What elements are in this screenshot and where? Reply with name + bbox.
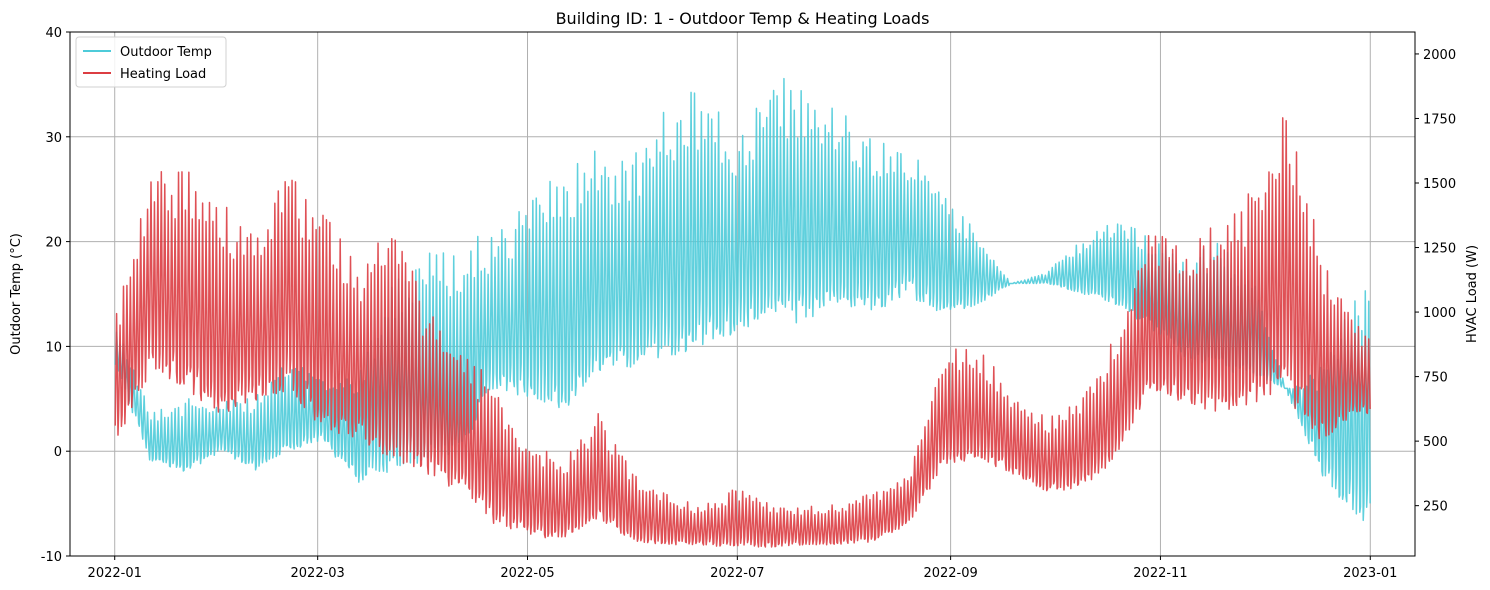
chart-title: Building ID: 1 - Outdoor Temp & Heating … <box>556 9 930 28</box>
y-left-tick-label: 20 <box>45 236 62 251</box>
y-right-tick-label: 1500 <box>1423 177 1456 192</box>
x-tick-label: 2022-01 <box>88 566 142 581</box>
x-tick-label: 2022-11 <box>1133 566 1187 581</box>
plot-frame <box>69 31 1416 557</box>
y-right-tick-label: 750 <box>1423 371 1448 386</box>
y-right-tick-label: 1250 <box>1423 242 1456 257</box>
y-axis-right-label: HVAC Load (W) <box>1465 245 1480 343</box>
y-left-tick-label: 40 <box>45 26 62 41</box>
legend-label: Heating Load <box>120 67 206 82</box>
legend: Outdoor Temp Heating Load <box>75 36 227 88</box>
legend-label: Outdoor Temp <box>120 45 212 60</box>
x-tick-label: 2022-05 <box>500 566 554 581</box>
y-right-tick-label: 1000 <box>1423 306 1456 321</box>
y-left-tick-label: -10 <box>41 550 62 565</box>
y-right-tick-label: 250 <box>1423 500 1448 515</box>
y-right-tick-label: 1750 <box>1423 112 1456 127</box>
legend-box <box>75 36 227 88</box>
axis-ticks: 2022-01 2022-03 2022-05 2022-07 2022-09 2022-… <box>41 26 1456 581</box>
series-line-heating-load <box>114 117 1371 548</box>
y-right-tick-label: 2000 <box>1423 48 1456 63</box>
x-tick-label: 2022-03 <box>291 566 345 581</box>
y-left-tick-label: 0 <box>54 445 62 460</box>
x-tick-label: 2022-07 <box>710 566 764 581</box>
y-right-tick-label: 500 <box>1423 435 1448 450</box>
y-left-tick-label: 10 <box>45 340 62 355</box>
x-tick-label: 2022-09 <box>923 566 977 581</box>
x-tick-label: 2023-01 <box>1343 566 1397 581</box>
plot-area <box>114 77 1371 548</box>
y-axis-left-label: Outdoor Temp (°C) <box>9 233 24 355</box>
y-left-tick-label: 30 <box>45 131 62 146</box>
